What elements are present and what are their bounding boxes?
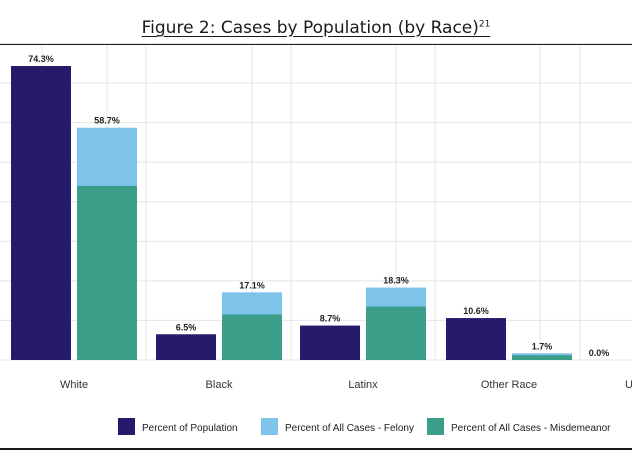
x-tick-label: White: [60, 379, 88, 391]
legend-swatch: [261, 418, 278, 435]
x-tick-label: Un: [625, 379, 632, 391]
data-label-population: 74.3%: [28, 54, 54, 64]
legend-swatch: [118, 418, 135, 435]
bar-percent-of-all-cases-misdemeanor: [77, 185, 137, 360]
chart-title-wrap: Figure 2: Cases by Population (by Race)2…: [0, 18, 632, 38]
chart-title: Figure 2: Cases by Population (by Race)2…: [142, 18, 491, 38]
legend-label: Percent of Population: [142, 423, 238, 434]
bar-percent-of-all-cases-misdemeanor: [512, 355, 572, 360]
bottom-rule: [0, 448, 632, 450]
x-tick-label: Black: [206, 379, 233, 391]
legend-label: Percent of All Cases - Felony: [285, 423, 414, 434]
bar-percent-of-all-cases-misdemeanor: [222, 314, 282, 360]
data-label-felony: 58.7%: [94, 116, 120, 126]
legend-swatch: [427, 418, 444, 435]
x-tick-label: Latinx: [348, 379, 378, 391]
data-label-population: 10.6%: [463, 306, 489, 316]
data-label-felony: 1.7%: [532, 341, 553, 351]
title-footnote: 21: [478, 19, 491, 30]
bar-percent-of-population: [300, 325, 360, 360]
bar-percent-of-population: [11, 66, 71, 360]
chart-legend: Percent of Population Percent of All Case…: [118, 418, 611, 435]
data-label-felony: 17.1%: [239, 280, 265, 290]
data-label-population: 8.7%: [320, 314, 341, 324]
chart-x-ticks: White Black Latinx Other Race Un: [60, 379, 632, 391]
legend-label: Percent of All Cases - Misdemeanor: [451, 423, 611, 434]
chart-bars: [11, 66, 572, 361]
bar-percent-of-population: [446, 318, 506, 360]
data-label-population: 0.0%: [589, 348, 610, 358]
data-label-felony: 18.3%: [383, 276, 409, 286]
chart-title-text: Figure 2: Cases by Population (by Race): [141, 18, 479, 38]
x-tick-label: Other Race: [481, 379, 537, 391]
data-label-population: 6.5%: [176, 322, 197, 332]
bar-percent-of-population: [156, 334, 216, 360]
chart-data-labels: 74.3% 58.7% 6.5% 17.1% 8.7% 18.3% 10.6% 1.7% 0.0…: [28, 54, 609, 358]
top-rule: [0, 43, 632, 45]
bar-percent-of-all-cases-misdemeanor: [366, 306, 426, 360]
